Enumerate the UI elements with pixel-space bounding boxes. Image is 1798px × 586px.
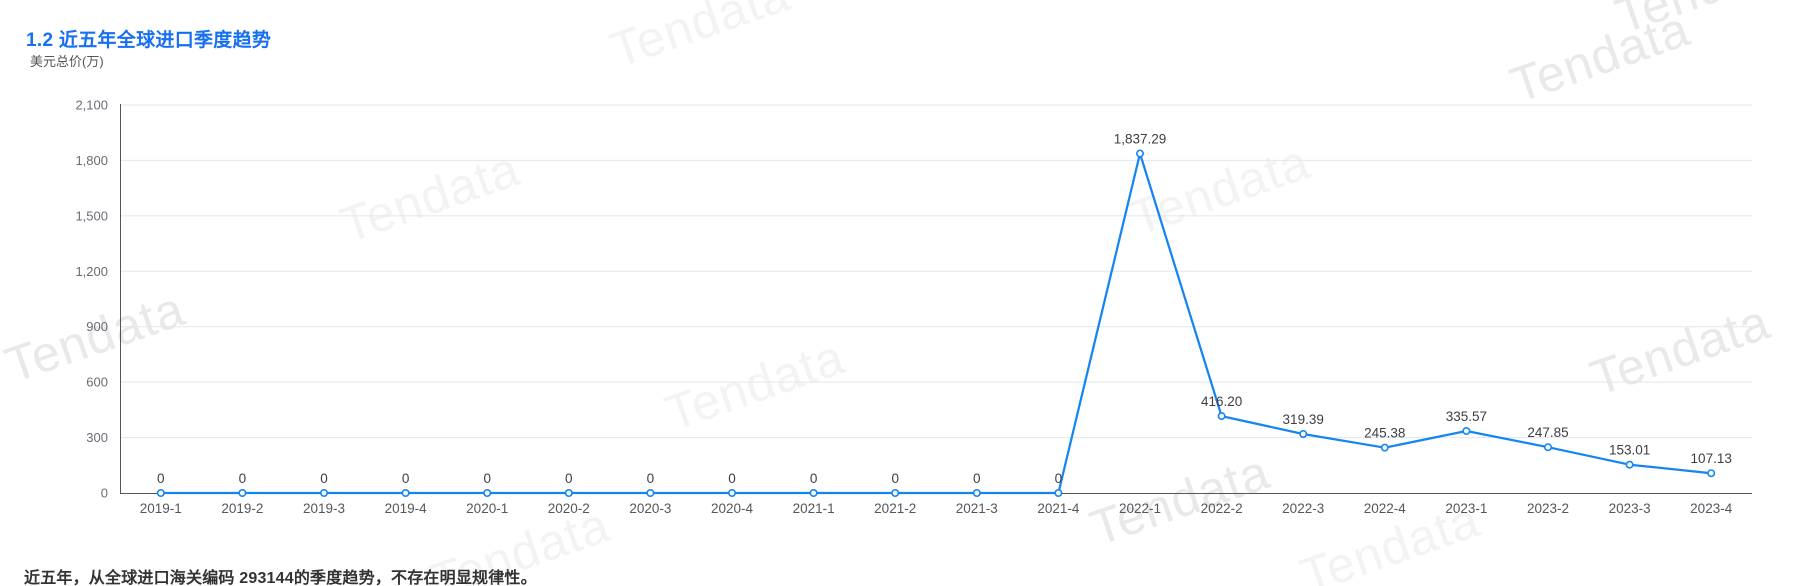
- data-point-value-label: 335.57: [1446, 409, 1487, 424]
- data-point-value-label: 0: [1055, 471, 1063, 486]
- x-axis-category-label: 2022-1: [1119, 501, 1161, 516]
- x-axis-category-label: 2021-4: [1037, 501, 1080, 516]
- y-axis-tick-label: 2,100: [75, 98, 108, 113]
- data-point-value-label: 153.01: [1609, 443, 1650, 458]
- data-point-value-label: 0: [810, 471, 818, 486]
- x-axis-category-label: 2022-2: [1201, 501, 1243, 516]
- data-point-marker[interactable]: [1462, 426, 1471, 435]
- x-axis-category-label: 2019-1: [140, 501, 182, 516]
- data-point-value-label: 0: [320, 471, 328, 486]
- x-axis-category-label: 2023-2: [1527, 501, 1569, 516]
- y-axis-tick-label: 1,200: [75, 264, 108, 279]
- data-point-value-label: 0: [239, 471, 247, 486]
- x-axis-category-label: 2020-3: [629, 501, 671, 516]
- summary-text: 近五年，从全球进口海关编码 293144的季度趋势，不存在明显规律性。: [24, 570, 537, 586]
- data-point-marker[interactable]: [483, 488, 492, 497]
- y-axis-tick-label: 600: [86, 375, 108, 390]
- data-point-value-label: 0: [565, 471, 573, 486]
- data-point-value-label: 319.39: [1283, 412, 1324, 427]
- data-point-marker[interactable]: [1136, 149, 1145, 158]
- data-point-marker[interactable]: [1299, 429, 1308, 438]
- x-axis-category-label: 2023-1: [1445, 501, 1487, 516]
- x-axis-category-label: 2020-2: [548, 501, 590, 516]
- data-point-marker[interactable]: [1054, 488, 1063, 497]
- x-axis-category-label: 2019-2: [221, 501, 263, 516]
- trend-line: [159, 152, 1713, 495]
- data-point-value-label: 0: [647, 471, 655, 486]
- data-point-value-label: 0: [157, 471, 165, 486]
- data-point-value-label: 245.38: [1364, 426, 1405, 441]
- y-axis-tick-label: 1,500: [75, 208, 108, 223]
- data-point-marker[interactable]: [727, 488, 736, 497]
- data-point-marker[interactable]: [156, 488, 165, 497]
- data-point-marker[interactable]: [1707, 469, 1716, 478]
- x-axis-category-label: 2019-4: [385, 501, 428, 516]
- data-point-value-label: 0: [483, 471, 491, 486]
- data-point-marker[interactable]: [972, 488, 981, 497]
- data-point-marker[interactable]: [1544, 443, 1553, 452]
- data-point-marker[interactable]: [401, 488, 410, 497]
- data-point-marker[interactable]: [319, 488, 328, 497]
- y-axis-tick-label: 900: [86, 319, 108, 334]
- data-point-marker[interactable]: [238, 488, 247, 497]
- x-axis-category-label: 2020-4: [711, 501, 754, 516]
- data-point-marker[interactable]: [1380, 443, 1389, 452]
- y-axis-tick-label: 1,800: [75, 153, 108, 168]
- data-point-value-label: 0: [891, 471, 899, 486]
- x-axis-category-label: 2022-3: [1282, 501, 1324, 516]
- x-axis-category-label: 2021-3: [956, 501, 998, 516]
- x-axis-category-label: 2023-3: [1609, 501, 1651, 516]
- data-point-value-label: 247.85: [1527, 425, 1568, 440]
- y-axis-unit-label: 美元总价(万): [30, 54, 104, 69]
- data-point-value-label: 107.13: [1691, 451, 1732, 466]
- data-point-marker[interactable]: [646, 488, 655, 497]
- data-point-value-label: 416.20: [1201, 394, 1242, 409]
- y-axis-tick-label: 0: [101, 486, 108, 501]
- data-point-marker[interactable]: [809, 488, 818, 497]
- data-point-value-label: 0: [728, 471, 736, 486]
- data-point-value-label: 1,837.29: [1114, 132, 1167, 147]
- y-axis-tick-label: 300: [86, 430, 108, 445]
- data-point-marker[interactable]: [891, 488, 900, 497]
- x-axis-category-label: 2023-4: [1690, 501, 1733, 516]
- x-axis-category-label: 2022-4: [1364, 501, 1407, 516]
- data-point-value-label: 0: [973, 471, 981, 486]
- data-point-marker[interactable]: [1217, 412, 1226, 421]
- data-point-marker[interactable]: [1625, 460, 1634, 469]
- x-axis-category-label: 2021-1: [793, 501, 835, 516]
- x-axis-category-label: 2021-2: [874, 501, 916, 516]
- section-title: 1.2 近五年全球进口季度趋势: [26, 29, 272, 51]
- data-point-value-label: 0: [402, 471, 410, 486]
- data-point-marker[interactable]: [564, 488, 573, 497]
- x-axis-category-label: 2020-1: [466, 501, 508, 516]
- x-axis-category-label: 2019-3: [303, 501, 345, 516]
